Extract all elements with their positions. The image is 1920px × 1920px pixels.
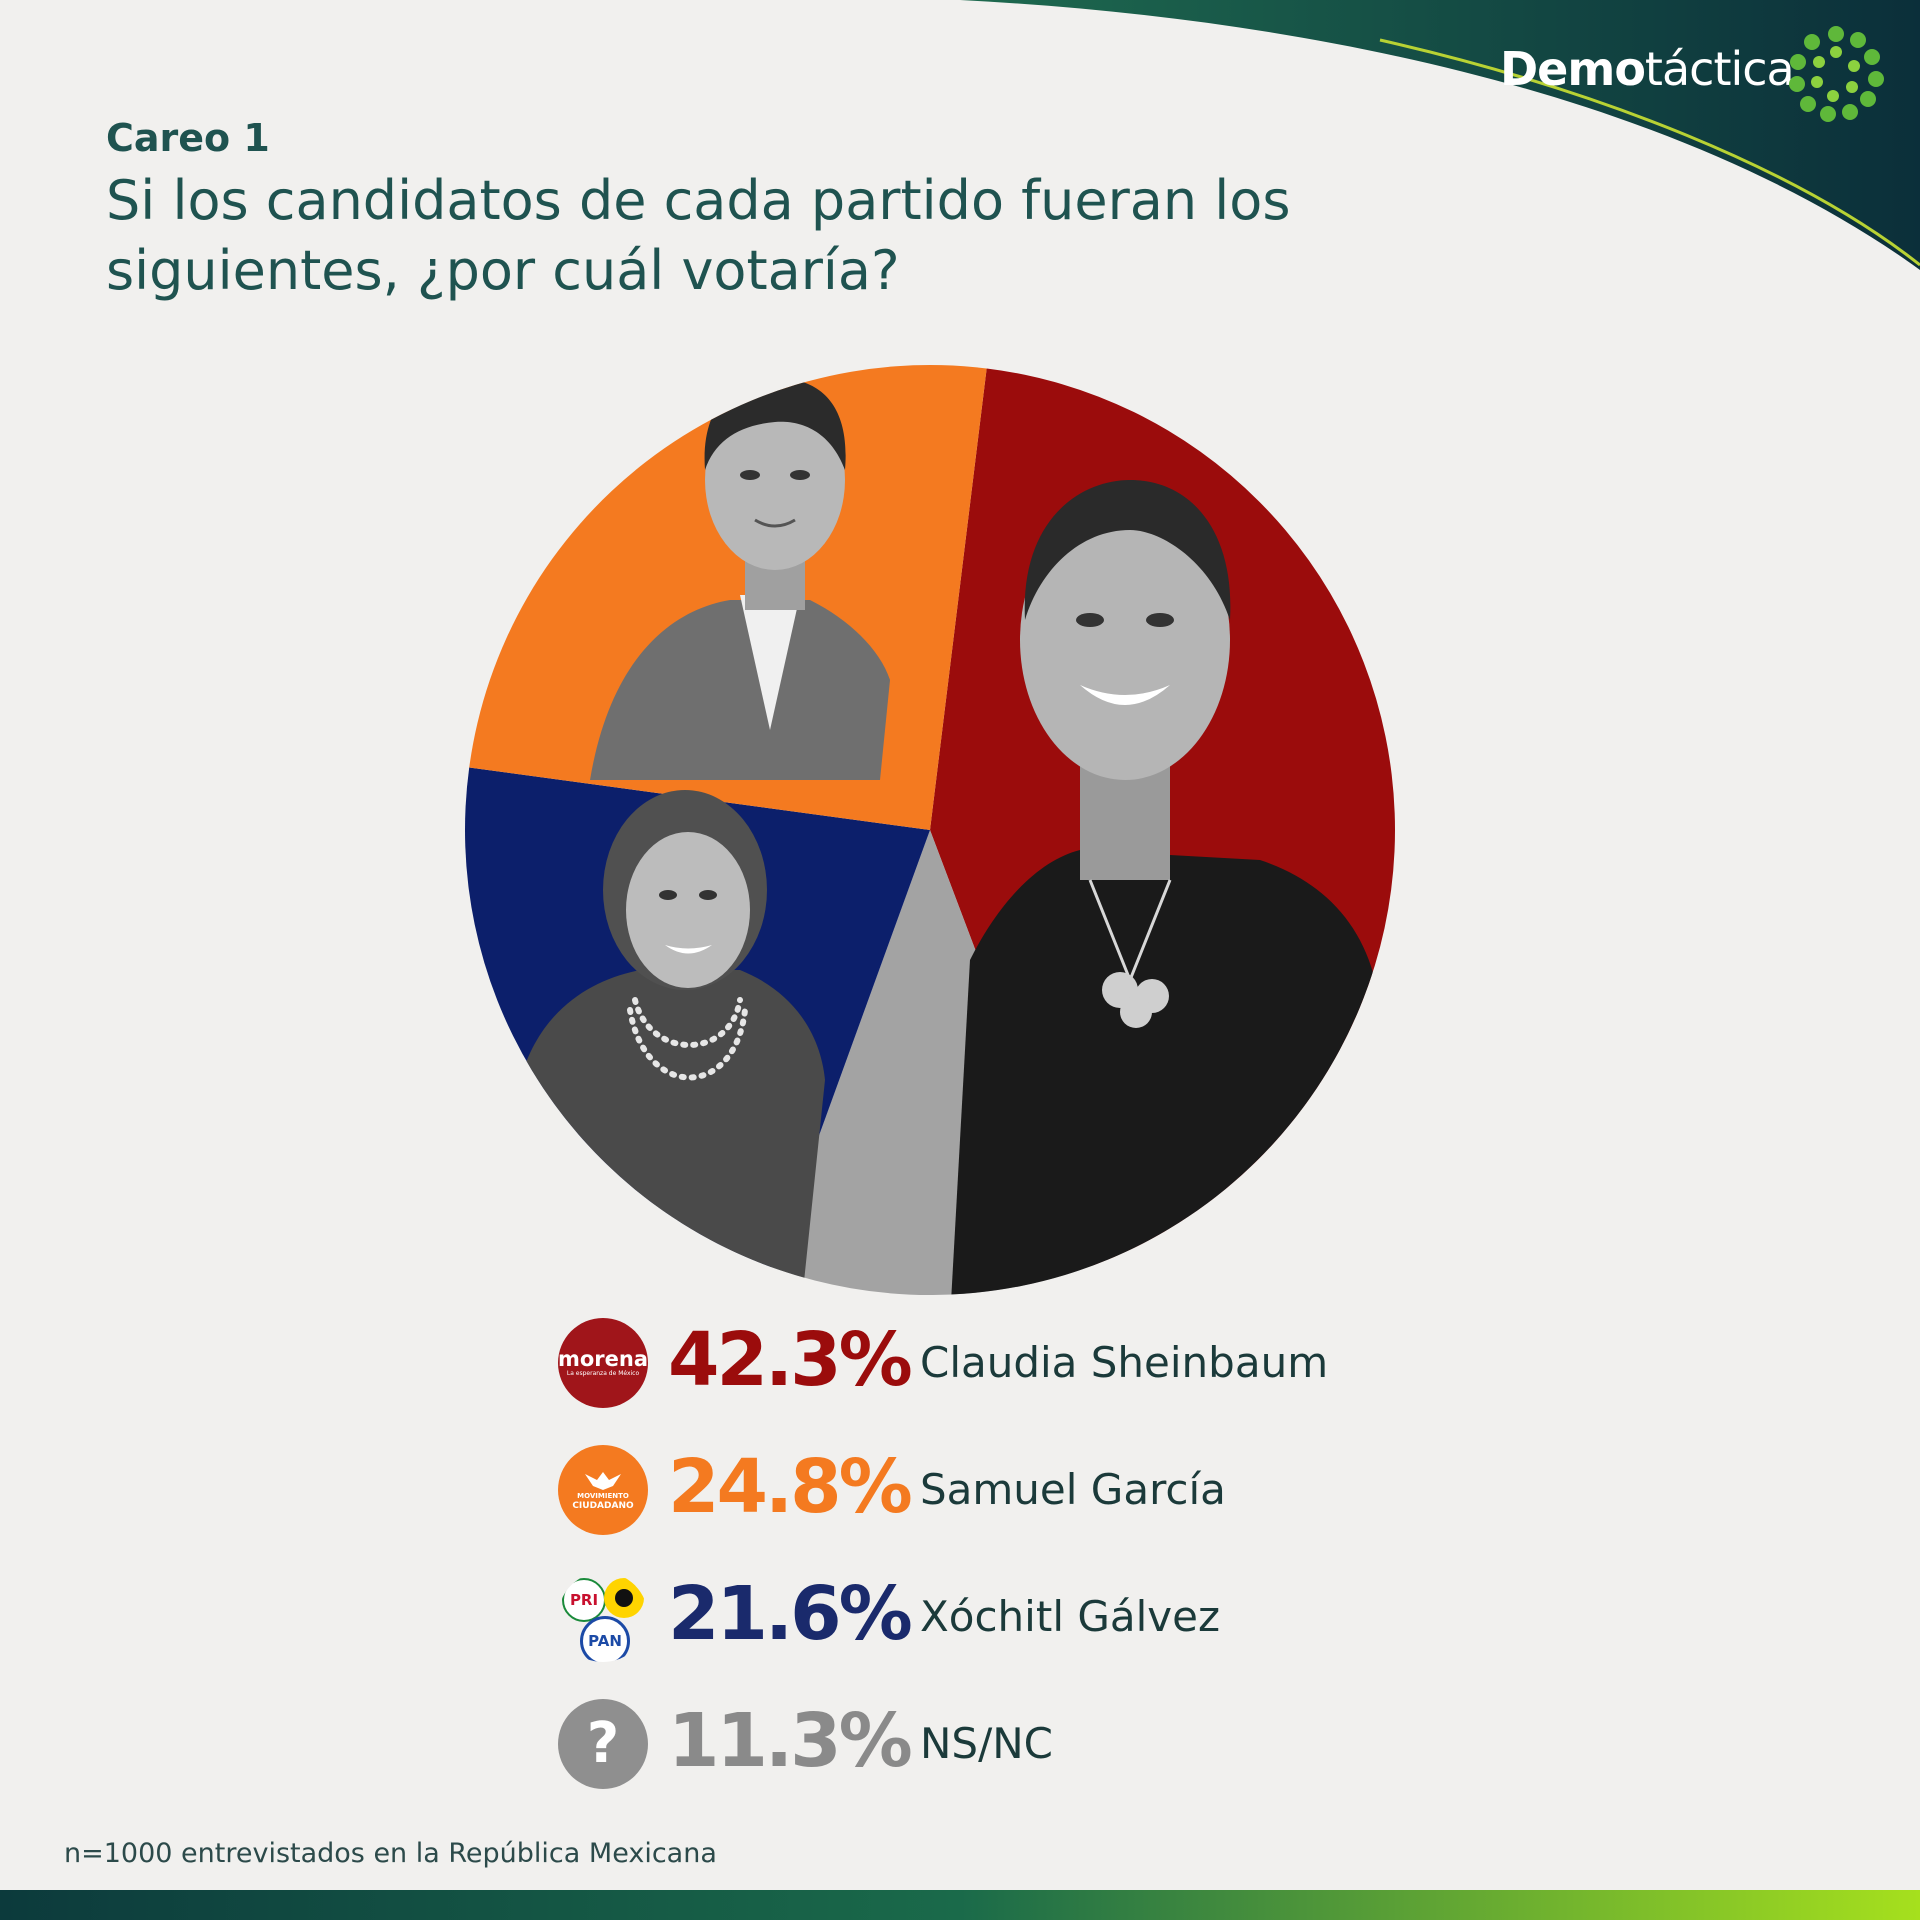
legend-row-galvez: PRI PAN 21.6% Xóchitl Gálvez [558,1571,1458,1699]
chart-legend: morena La esperanza de México 42.3% Clau… [558,1317,1458,1826]
legend-label-sheinbaum: Claudia Sheinbaum [920,1338,1329,1387]
header-band [960,0,1920,270]
legend-label-nsnc: NS/NC [920,1719,1053,1768]
legend-row-garcia: MOVIMIENTO CIUDADANO 24.8% Samuel García [558,1444,1458,1572]
legend-value-nsnc: 11.3% [668,1698,913,1784]
morena-logo-tagline: La esperanza de México [566,1370,640,1377]
pri-prd-pan-logo-icon: PRI PAN [558,1572,648,1662]
brand-light: táctica [1644,42,1795,96]
samuel-garcia-portrait [590,377,890,780]
brand-wordmark: Demotáctica [1500,42,1795,96]
legend-value-sheinbaum: 42.3% [668,1317,913,1403]
prd-sun-icon [604,1578,644,1618]
legend-value-garcia: 24.8% [668,1444,913,1530]
demotactica-logo-icon [1789,26,1884,122]
bottom-gradient-bar [0,1890,1920,1920]
pan-logo-icon: PAN [580,1616,630,1662]
legend-value-galvez: 21.6% [668,1571,913,1657]
legend-label-galvez: Xóchitl Gálvez [920,1592,1221,1641]
legend-label-garcia: Samuel García [920,1465,1226,1514]
chart-question: Si los candidatos de cada partido fueran… [106,169,1291,302]
pie-chart [464,365,1396,1295]
question-icon: ? [558,1699,648,1789]
pri-logo-text: PRI [569,1591,599,1609]
brand-bold: Demo [1500,42,1646,96]
mc-logo-line1: MOVIMIENTO [577,1491,629,1500]
title-block: Careo 1 Si los candidatos de cada partid… [106,116,1406,306]
legend-row-sheinbaum: morena La esperanza de México 42.3% Clau… [558,1317,1458,1445]
morena-logo-text: morena [558,1347,648,1371]
movimiento-ciudadano-logo-icon: MOVIMIENTO CIUDADANO [558,1445,648,1535]
morena-logo-icon: morena La esperanza de México [558,1318,648,1408]
legend-row-nsnc: ? 11.3% NS/NC [558,1698,1458,1826]
pri-logo-icon: PRI [562,1578,606,1622]
pan-logo-text: PAN [588,1632,622,1650]
chart-subtitle: Careo 1 [106,116,270,160]
sample-footnote: n=1000 entrevistados en la República Mex… [64,1838,717,1869]
mc-logo-line2: CIUDADANO [572,1500,634,1511]
eagle-icon [585,1471,621,1490]
question-glyph: ? [586,1711,620,1776]
